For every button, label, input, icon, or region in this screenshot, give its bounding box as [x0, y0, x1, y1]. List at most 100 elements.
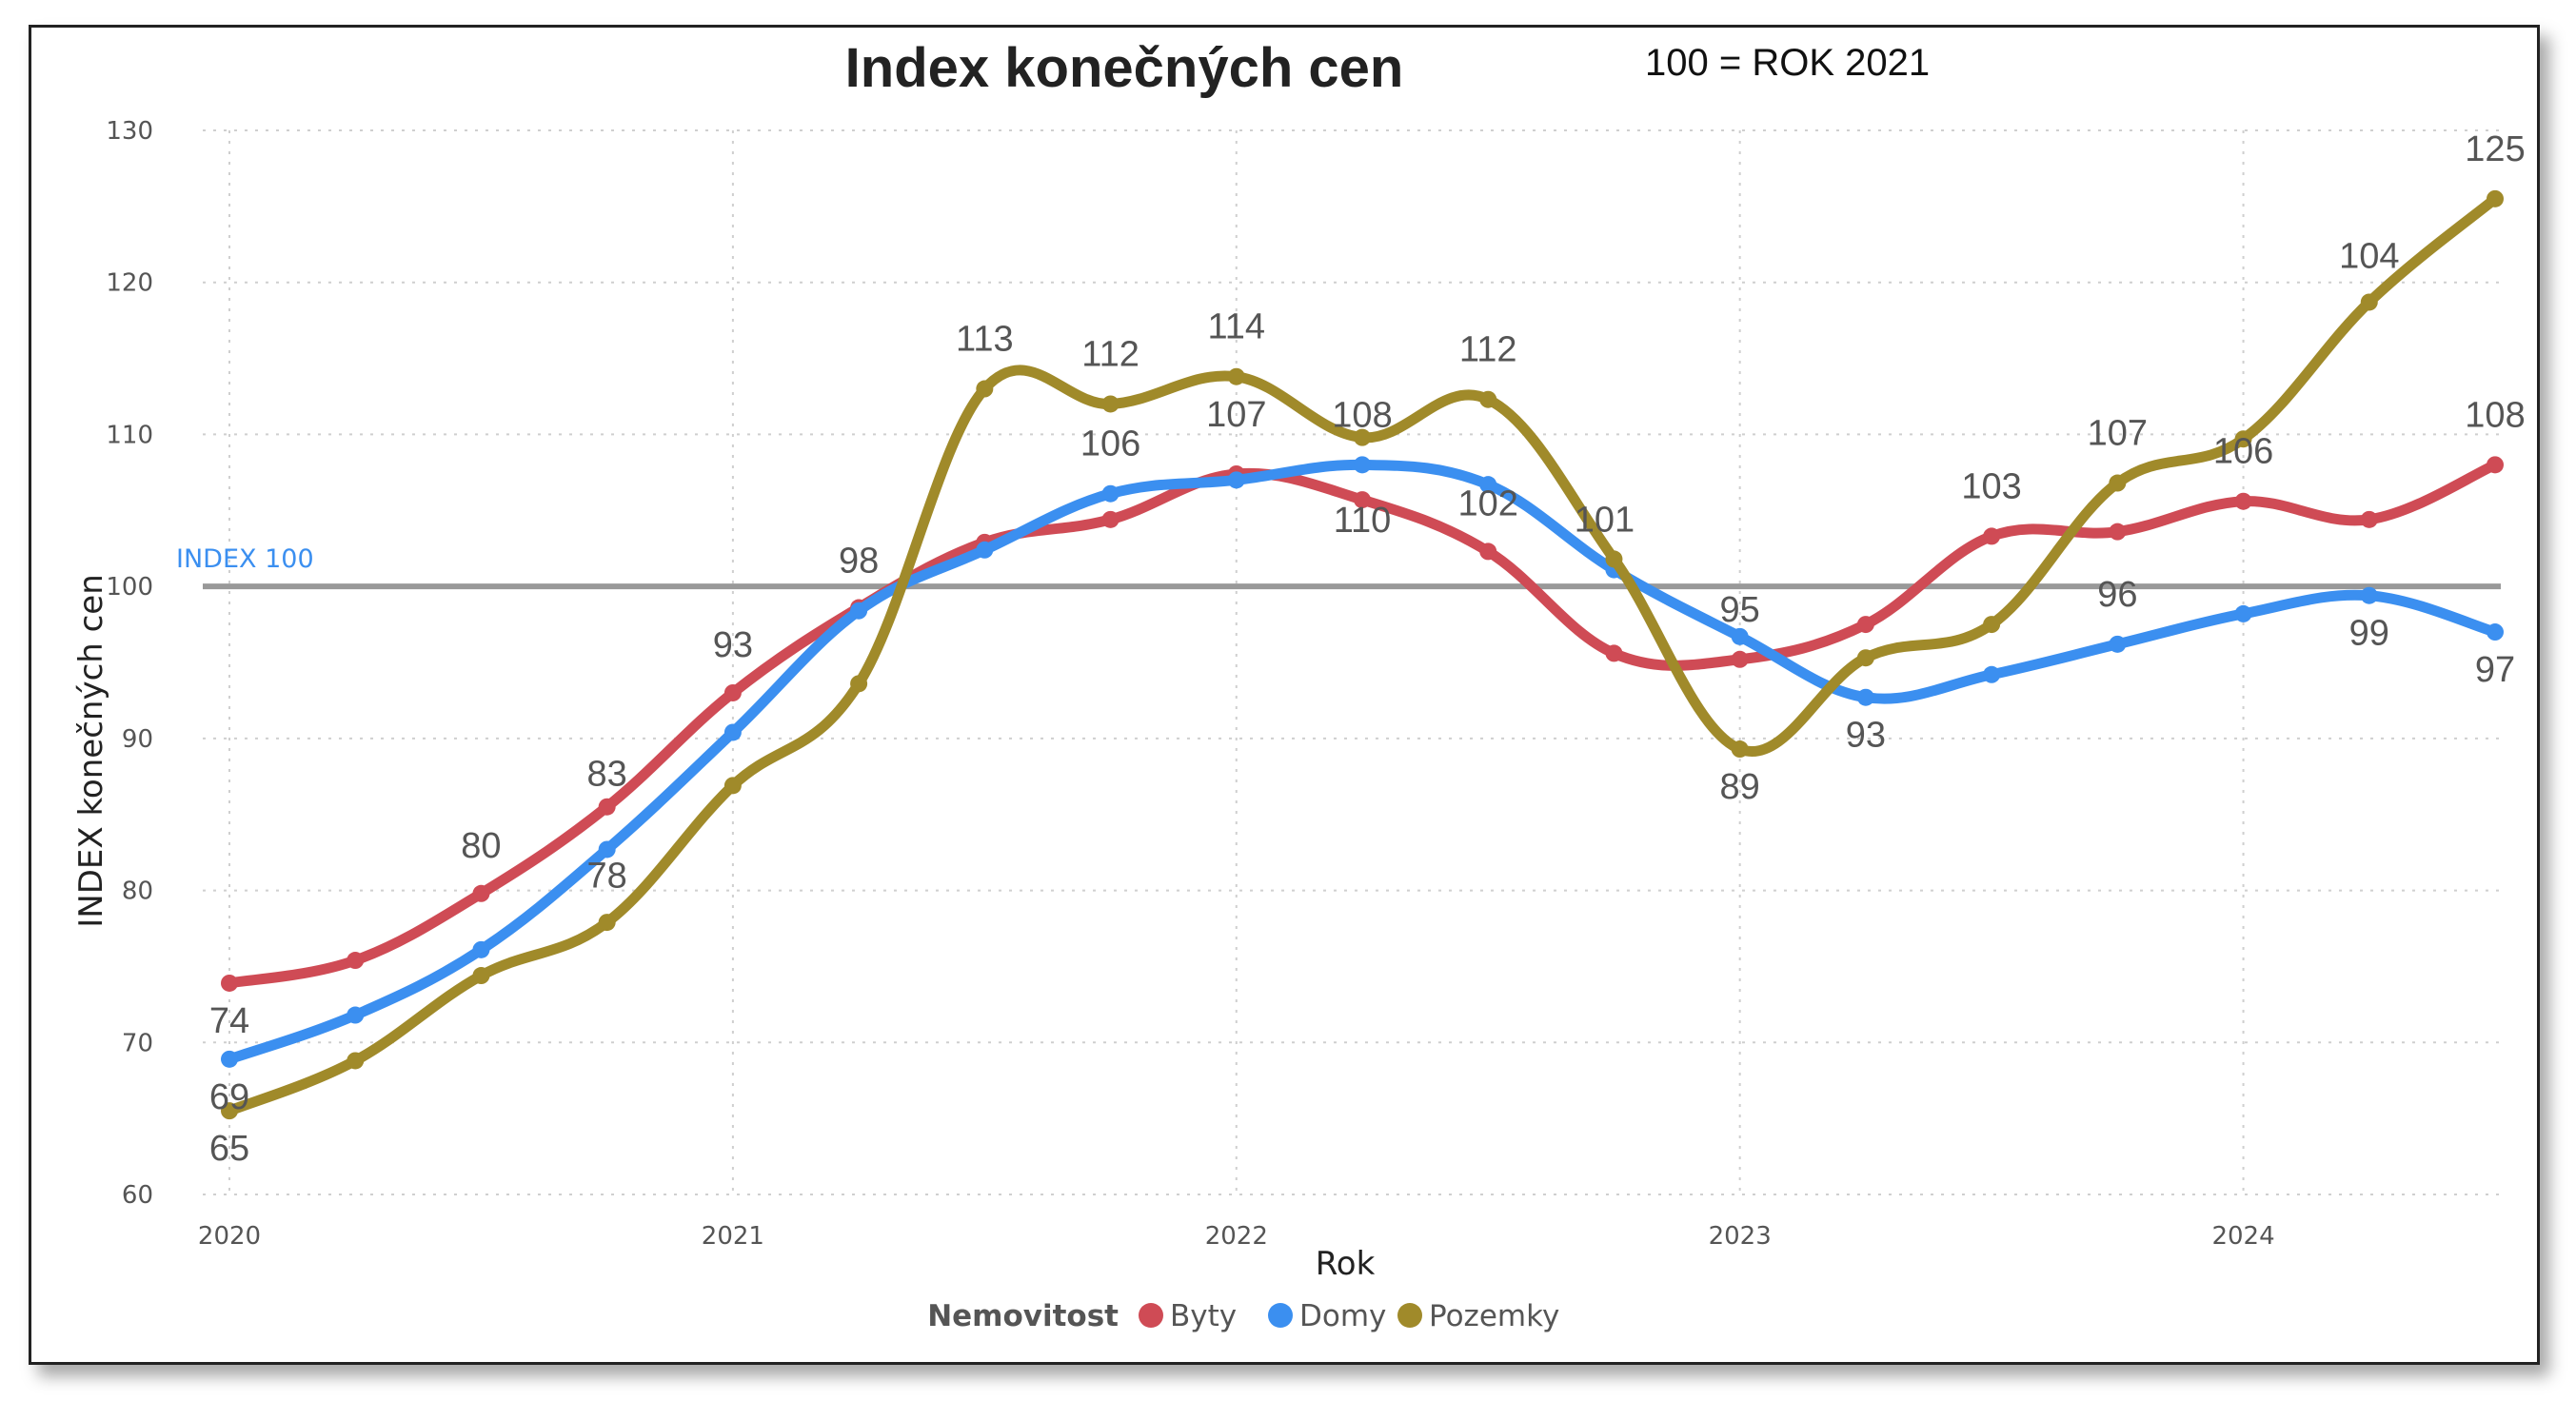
data-label-byty: 83	[587, 755, 627, 795]
x-tick-label: 2022	[1205, 1222, 1268, 1251]
data-point-domy	[2234, 604, 2252, 622]
reference-line-label: INDEX 100	[176, 544, 314, 574]
data-label-byty: 108	[2465, 395, 2525, 435]
data-point-pozemky	[2234, 430, 2252, 448]
data-point-byty	[1731, 650, 1749, 668]
data-point-domy	[1983, 665, 2001, 683]
data-point-domy	[598, 840, 616, 858]
data-label-byty: 102	[1458, 483, 1518, 523]
data-point-pozemky	[347, 1052, 365, 1070]
data-label-domy: 97	[2475, 650, 2515, 690]
data-point-byty	[2234, 492, 2252, 510]
x-axis-title: Rok	[1316, 1245, 1376, 1283]
x-tick-label: 2020	[198, 1222, 261, 1251]
legend-marker-domy	[1268, 1303, 1293, 1328]
data-point-pozemky	[1856, 649, 1874, 667]
data-label-byty: 80	[461, 826, 501, 866]
data-label-byty: 95	[1720, 590, 1760, 630]
data-point-pozemky	[723, 777, 742, 795]
data-point-byty	[723, 683, 742, 701]
data-label-domy: 108	[1332, 395, 1392, 435]
x-tick-label: 2024	[2211, 1222, 2274, 1251]
y-tick-label: 110	[106, 421, 153, 449]
legend-marker-pozemky	[1397, 1303, 1422, 1328]
data-label-domy: 93	[1846, 716, 1886, 756]
y-tick-label: 90	[122, 725, 153, 754]
legend-label-byty[interactable]: Byty	[1170, 1299, 1237, 1333]
data-point-byty	[1605, 644, 1623, 662]
series-line-domy	[224, 459, 2501, 1065]
grid-lines	[203, 129, 2501, 1195]
data-label-domy: 106	[1080, 424, 1140, 464]
chart-subtitle: 100 = ROK 2021	[1645, 42, 1930, 84]
data-label-pozemky: 114	[1207, 307, 1265, 347]
data-label-byty: 74	[209, 1001, 249, 1041]
data-point-pozemky	[1731, 740, 1749, 759]
data-point-byty	[2487, 456, 2504, 474]
data-point-byty	[1479, 543, 1497, 561]
data-point-pozemky	[1354, 428, 1371, 446]
data-label-pozemky: 107	[2088, 414, 2148, 454]
data-label-domy: 98	[839, 542, 879, 582]
data-point-domy	[1731, 627, 1749, 645]
data-label-byty: 106	[2213, 432, 2273, 472]
data-label-domy: 99	[2349, 614, 2389, 654]
axis-ticks: 60 70 80 90 100 110 120 130 2020 2021 2022 2023 2024	[106, 117, 2274, 1251]
legend-label-pozemky[interactable]: Pozemky	[1429, 1299, 1559, 1333]
data-point-domy	[850, 602, 868, 620]
data-point-byty	[347, 952, 365, 970]
data-point-domy	[2487, 623, 2504, 641]
data-point-pozemky	[1479, 390, 1497, 408]
x-tick-label: 2023	[1709, 1222, 1772, 1251]
data-point-byty	[598, 798, 616, 816]
data-label-domy: 96	[2097, 575, 2137, 615]
data-point-pozemky	[2109, 474, 2127, 492]
data-label-byty: 107	[1206, 395, 1266, 435]
data-point-pozemky	[1227, 367, 1245, 385]
data-label-pozemky: 125	[2465, 129, 2525, 169]
legend-label-domy[interactable]: Domy	[1299, 1299, 1386, 1333]
data-point-pozemky	[598, 914, 616, 932]
data-point-pozemky	[1983, 616, 2001, 634]
y-tick-label: 100	[106, 573, 153, 602]
data-point-pozemky	[472, 967, 490, 985]
data-point-pozemky	[976, 380, 994, 398]
data-label-byty: 93	[713, 625, 753, 665]
data-label-domy: 69	[209, 1077, 249, 1117]
data-point-domy	[1856, 688, 1874, 706]
data-label-pozemky: 104	[2339, 236, 2399, 276]
data-label-pozemky: 112	[1459, 330, 1517, 370]
chart-title: Index konečných cen	[845, 37, 1404, 99]
chart-frame: INDEX 100 74 80 83 93 107 110 102 95 103 106 108 69…	[29, 25, 2540, 1365]
data-point-byty	[1354, 491, 1371, 509]
data-point-domy	[723, 723, 742, 741]
data-label-domy: 78	[587, 856, 627, 896]
legend-title: Nemovitost	[927, 1299, 1119, 1333]
series-line-byty	[224, 459, 2501, 989]
data-point-domy	[976, 541, 994, 559]
series-line-pozemky	[224, 193, 2501, 1116]
y-axis-title: INDEX konečných cen	[72, 574, 110, 928]
y-tick-label: 80	[122, 878, 153, 906]
data-point-pozemky	[221, 1102, 238, 1120]
legend-marker-byty	[1139, 1303, 1163, 1328]
y-tick-label: 130	[106, 117, 153, 146]
data-point-byty	[2109, 523, 2127, 541]
data-point-byty	[221, 974, 238, 992]
data-point-domy	[2360, 586, 2378, 604]
data-point-byty	[472, 884, 490, 902]
data-point-pozemky	[2487, 189, 2504, 207]
reference-line-group: INDEX 100	[176, 544, 2501, 590]
data-point-pozemky	[2360, 293, 2378, 311]
data-point-domy	[472, 940, 490, 958]
data-point-byty	[1983, 527, 2001, 545]
data-point-domy	[221, 1050, 238, 1068]
data-label-pozemky: 112	[1081, 334, 1139, 374]
data-point-domy	[347, 1006, 365, 1024]
data-labels: 74 80 83 93 107 110 102 95 103 106 108 69 78 98 106 108…	[209, 129, 2526, 1169]
data-label-domy: 101	[1575, 501, 1635, 541]
data-point-domy	[1101, 484, 1120, 503]
data-point-byty	[2360, 510, 2378, 528]
data-point-byty	[1856, 616, 1874, 634]
legend: Nemovitost Byty Domy Pozemky	[927, 1299, 1559, 1333]
